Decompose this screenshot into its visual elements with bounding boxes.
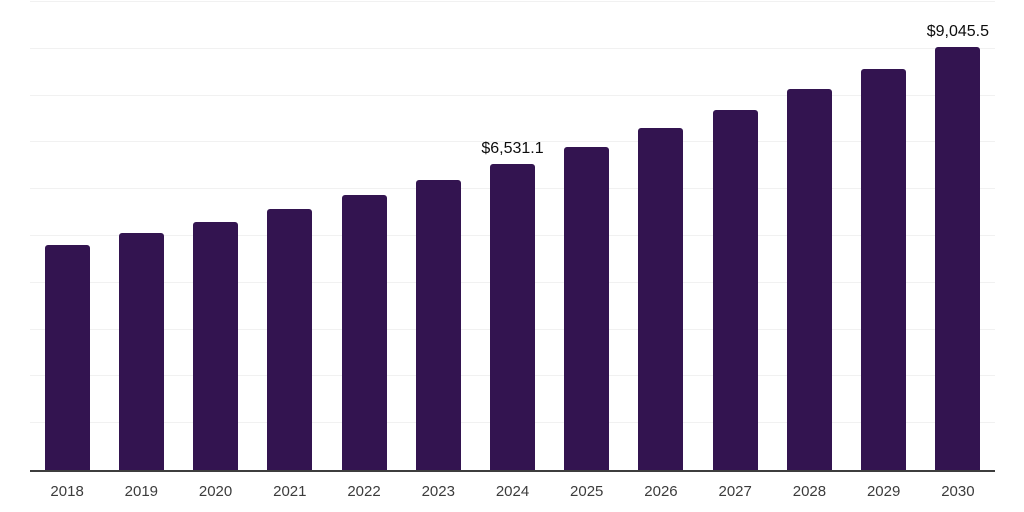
x-tick-label-2019: 2019 <box>124 483 159 500</box>
x-tick-label-2030: 2030 <box>941 483 975 500</box>
x-tick-label-2027: 2027 <box>718 483 752 500</box>
bar-2029[interactable] <box>861 68 907 470</box>
bar-2028[interactable] <box>786 89 832 470</box>
value-label-2024: $6,531.1 <box>481 140 544 158</box>
plot-area: $6,531.1 $9,045.5 <box>30 1 995 472</box>
bar-2018[interactable] <box>44 244 90 470</box>
gridline-10000 <box>30 1 995 2</box>
bar-2024[interactable] <box>490 164 535 470</box>
bar-2019[interactable] <box>118 232 164 470</box>
value-label-2030: $9,045.5 <box>926 22 990 40</box>
gridline-9000 <box>30 47 995 49</box>
x-tick-label-2021: 2021 <box>273 483 307 500</box>
gridline-7000 <box>30 141 995 143</box>
bar-2025[interactable] <box>564 147 610 470</box>
bar-2026[interactable] <box>638 127 684 470</box>
bar-2027[interactable] <box>712 110 758 470</box>
x-tick-label-2025: 2025 <box>570 483 604 500</box>
x-tick-label-2018: 2018 <box>50 483 84 500</box>
x-axis-line <box>30 470 995 472</box>
x-tick-label-2026: 2026 <box>644 483 678 500</box>
gridline-8000 <box>30 94 995 96</box>
x-tick-label-2023: 2023 <box>421 483 455 500</box>
x-tick-label-2028: 2028 <box>792 483 827 500</box>
x-tick-label-2029: 2029 <box>866 483 901 500</box>
x-tick-label-2022: 2022 <box>347 483 381 500</box>
bar-2022[interactable] <box>341 194 387 470</box>
bar-2030[interactable] <box>935 46 981 470</box>
x-tick-label-2024: 2024 <box>495 483 530 500</box>
bar-2023[interactable] <box>415 179 461 470</box>
x-tick-label-2020: 2020 <box>198 483 233 500</box>
bar-2021[interactable] <box>267 208 313 470</box>
bar-2020[interactable] <box>193 221 239 470</box>
